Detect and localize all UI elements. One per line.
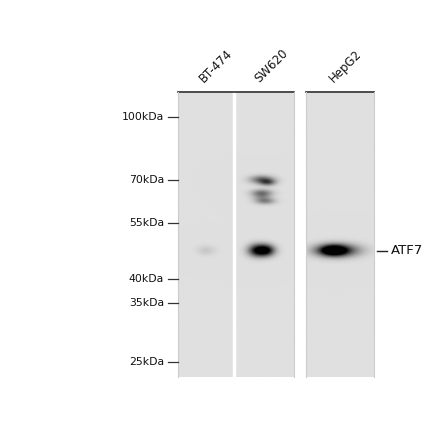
Text: BT-474: BT-474 <box>196 47 235 85</box>
Text: ATF7: ATF7 <box>391 244 423 257</box>
Text: HepG2: HepG2 <box>326 48 364 85</box>
Text: 40kDa: 40kDa <box>129 274 164 284</box>
Text: 35kDa: 35kDa <box>129 298 164 308</box>
Text: SW620: SW620 <box>252 47 290 85</box>
Text: 25kDa: 25kDa <box>129 358 164 367</box>
Text: 55kDa: 55kDa <box>129 218 164 228</box>
Text: 100kDa: 100kDa <box>122 112 164 122</box>
Text: 70kDa: 70kDa <box>129 175 164 185</box>
